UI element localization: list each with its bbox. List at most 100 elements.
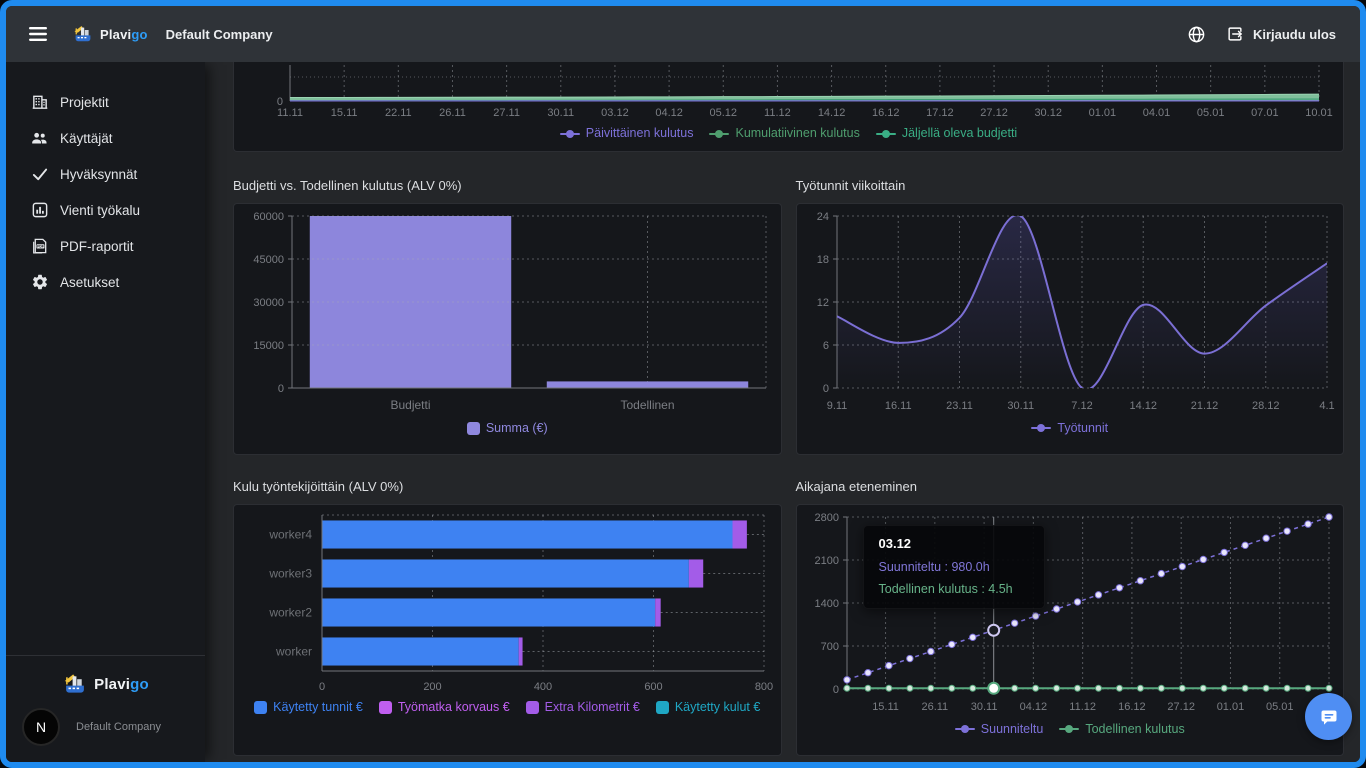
legend-item[interactable]: Extra Kilometrit € — [525, 698, 640, 717]
hours-chart[interactable]: 9.11 16.11 23.11 30.11 7.12 14.12 21.12 28.12 4.… — [797, 204, 1343, 418]
sidebar-item-vienti[interactable]: Vienti työkalu — [6, 192, 205, 228]
svg-text:01.01: 01.01 — [1216, 701, 1244, 713]
workers-chart-card: 0 200 400 600 800 worker4 worker3 worker2 worker… — [233, 504, 782, 756]
svg-text:16.12: 16.12 — [872, 107, 900, 119]
svg-text:03.12: 03.12 — [601, 107, 629, 119]
legend-item[interactable]: Käytetty tunnit € — [254, 698, 363, 717]
chart-title-workers: Kulu työntekijöittäin (ALV 0%) — [233, 479, 404, 494]
avatar[interactable]: N — [22, 708, 60, 746]
timeline-chart-legend: Suunniteltu Todellinen kulutus — [945, 719, 1195, 745]
timeline-chart[interactable]: 15.11 26.11 30.11 04.12 11.12 16.12 27.12 01.01… — [797, 505, 1343, 719]
sidebar-item-label: PDF-raportit — [60, 238, 134, 254]
main-content: 11.11 15.11 22.11 26.11 27.11 30.11 03.12 04.12… — [205, 62, 1360, 762]
legend-line-marker — [1059, 725, 1080, 734]
legend-label: Jäljellä oleva budjetti — [901, 126, 1018, 141]
legend-item[interactable]: Päivittäinen kulutus — [559, 124, 694, 143]
svg-text:worker4: worker4 — [269, 528, 313, 542]
legend-item[interactable]: Käytetty kulut € — [655, 698, 760, 717]
legend-item[interactable]: Työtunnit — [1031, 419, 1108, 438]
sidebar-item-kayttajat[interactable]: Käyttäjät — [6, 120, 205, 156]
burn-chart[interactable]: 11.11 15.11 22.11 26.11 27.11 30.11 03.12 04.12… — [234, 65, 1339, 123]
legend-item[interactable]: Suunniteltu — [954, 720, 1043, 739]
svg-text:26.11: 26.11 — [921, 701, 948, 713]
svg-text:21.12: 21.12 — [1190, 400, 1218, 412]
svg-text:Budjetti: Budjetti — [391, 398, 431, 412]
legend-square-marker — [655, 700, 669, 714]
svg-text:27.12: 27.12 — [1167, 701, 1195, 713]
footer-company-name: Default Company — [76, 721, 161, 733]
svg-text:worker2: worker2 — [269, 606, 313, 620]
sidebar-item-pdf[interactable]: PDF PDF-raportit — [6, 228, 205, 264]
sidebar-item-projektit[interactable]: Projektit — [6, 84, 205, 120]
svg-text:worker3: worker3 — [269, 567, 313, 581]
logout-button[interactable]: Kirjaudu ulos — [1220, 24, 1342, 44]
chart-title-timeline: Aikajana eteneminen — [795, 479, 917, 494]
svg-text:11.11: 11.11 — [277, 107, 303, 119]
svg-text:05.01: 05.01 — [1197, 107, 1225, 119]
svg-text:01.01: 01.01 — [1089, 107, 1117, 119]
svg-text:23.11: 23.11 — [946, 400, 973, 412]
svg-text:22.11: 22.11 — [385, 107, 412, 119]
budget-chart[interactable]: Budjetti Todellinen 0 15000 30000 45000 60000 — [234, 204, 780, 418]
pdf-icon: PDF — [30, 237, 49, 256]
legend-square-marker — [378, 700, 392, 714]
svg-text:30.11: 30.11 — [547, 107, 574, 119]
svg-text:11.12: 11.12 — [764, 107, 791, 119]
legend-label: Käytetty tunnit € — [273, 700, 363, 714]
legend-item[interactable]: Työmatka korvaus € — [378, 698, 510, 717]
users-icon — [30, 129, 49, 148]
hours-chart-legend: Työtunnit — [1021, 418, 1118, 444]
language-button[interactable] — [1183, 21, 1210, 48]
svg-text:28.12: 28.12 — [1252, 400, 1280, 412]
chat-icon — [1321, 710, 1336, 725]
timeline-chart-section: Aikajana eteneminen 15.11 26.11 30.11 04.12… — [795, 467, 1344, 756]
budget-chart-section: Budjetti vs. Todellinen kulutus (ALV 0%)… — [233, 166, 782, 455]
sidebar-item-asetukset[interactable]: Asetukset — [6, 264, 205, 300]
svg-text:30.11: 30.11 — [970, 701, 997, 713]
svg-text:2100: 2100 — [814, 555, 838, 567]
svg-text:Todellinen: Todellinen — [621, 398, 675, 412]
legend-item[interactable]: Jäljellä oleva budjetti — [875, 124, 1018, 143]
svg-text:18: 18 — [817, 254, 829, 266]
legend-line-marker — [954, 725, 975, 734]
legend-label: Extra Kilometrit € — [544, 700, 640, 714]
legend-square-marker — [466, 421, 480, 435]
svg-text:0: 0 — [278, 383, 284, 395]
chat-button[interactable] — [1305, 693, 1352, 740]
svg-text:700: 700 — [820, 641, 838, 653]
menu-button[interactable] — [24, 22, 52, 46]
svg-text:1400: 1400 — [814, 598, 838, 610]
svg-text:15.11: 15.11 — [331, 107, 358, 119]
legend-item[interactable]: Todellinen kulutus — [1059, 720, 1185, 739]
svg-text:17.12: 17.12 — [926, 107, 954, 119]
workers-chart[interactable]: 0 200 400 600 800 worker4 worker3 worker2 worker — [234, 505, 780, 697]
budget-chart-card: Budjetti Todellinen 0 15000 30000 45000 60000 … — [233, 203, 782, 455]
plavigo-logo-icon — [74, 26, 91, 42]
legend-label: Päivittäinen kulutus — [585, 126, 694, 141]
svg-text:04.12: 04.12 — [655, 107, 683, 119]
legend-label: Summa (€) — [485, 421, 548, 435]
globe-icon — [1188, 26, 1205, 42]
workers-chart-legend: Käytetty tunnit € Työmatka korvaus € Extra… — [244, 697, 770, 723]
legend-label: Kumulatiivinen kulutus — [735, 126, 860, 141]
legend-label: Todellinen kulutus — [1085, 722, 1185, 736]
sidebar-item-hyvaksynnat[interactable]: Hyväksynnät — [6, 156, 205, 192]
sidebar-item-label: Asetukset — [60, 274, 120, 290]
svg-text:30.12: 30.12 — [1034, 107, 1062, 119]
svg-text:27.11: 27.11 — [493, 107, 520, 119]
legend-square-marker — [525, 700, 539, 714]
svg-text:7.12: 7.12 — [1071, 400, 1092, 412]
legend-item[interactable]: Summa (€) — [466, 419, 548, 438]
svg-text:26.11: 26.11 — [439, 107, 466, 119]
legend-label: Työtunnit — [1057, 421, 1109, 435]
svg-text:24: 24 — [817, 211, 829, 223]
legend-item[interactable]: Kumulatiivinen kulutus — [709, 124, 860, 143]
building-icon — [30, 93, 49, 112]
legend-label: Työmatka korvaus € — [397, 700, 510, 714]
legend-line-marker — [709, 129, 730, 138]
sidebar-item-label: Hyväksynnät — [60, 166, 138, 182]
brand-name: Plavigo — [100, 26, 148, 42]
app-logo[interactable]: Plavigo — [72, 24, 148, 44]
svg-text:14.12: 14.12 — [818, 107, 846, 119]
legend-line-marker — [1031, 424, 1052, 433]
